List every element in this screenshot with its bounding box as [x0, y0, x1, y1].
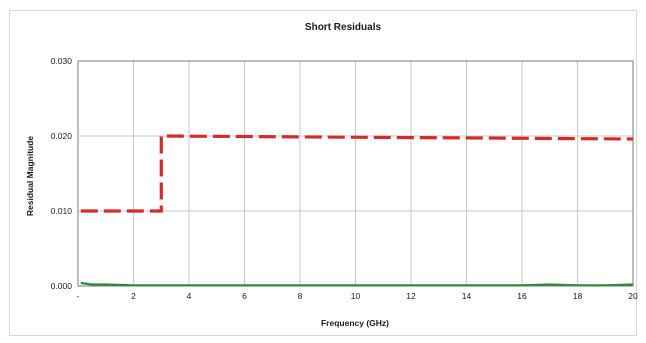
dashed-limit-series-line	[80, 134, 634, 213]
x-axis-label: Frequency (GHz)	[321, 318, 389, 328]
tick-layer: - 2 4 6 8 10 12 14 16 18 20 0.000 0.010 0.020 0.030	[51, 56, 638, 301]
x-tick-label: 18	[573, 291, 583, 301]
y-tick-label: 0.020	[51, 131, 73, 141]
x-tick-label: 6	[242, 291, 247, 301]
series-layer	[80, 134, 634, 287]
x-tick-label: 14	[462, 291, 472, 301]
x-tick-label: 4	[187, 291, 192, 301]
chart-frame	[9, 10, 637, 336]
x-tick-label: 12	[406, 291, 416, 301]
x-tick-label: -	[77, 291, 80, 301]
y-tick-label: 0.010	[51, 206, 73, 216]
solid-measurement-series-line	[80, 281, 634, 287]
x-tick-label: 8	[298, 291, 303, 301]
y-tick-label: 0.030	[51, 56, 73, 66]
x-tick-label: 10	[351, 291, 361, 301]
x-tick-label: 16	[517, 291, 527, 301]
y-tick-label: 0.000	[51, 281, 73, 291]
chart-title: Short Residuals	[305, 22, 382, 33]
x-tick-label: 2	[131, 291, 136, 301]
x-tick-label: 20	[628, 291, 638, 301]
y-axis-label: Residual Magnitude	[25, 136, 35, 217]
